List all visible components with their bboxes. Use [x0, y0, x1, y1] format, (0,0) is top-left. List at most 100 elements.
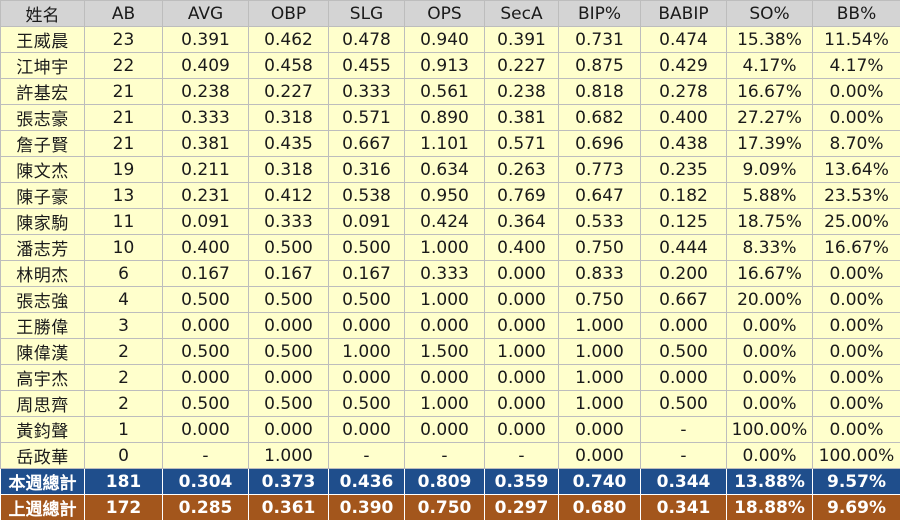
- babip-cell: 0.444: [641, 235, 727, 261]
- bb-pct-cell: 23.53%: [813, 183, 900, 209]
- total-cell-so-pct: 18.88%: [727, 495, 813, 521]
- ops-cell: 1.500: [405, 339, 485, 365]
- total-cell-ops: 0.750: [405, 495, 485, 521]
- ops-cell: 0.940: [405, 27, 485, 53]
- bip-pct-cell: 0.731: [559, 27, 641, 53]
- slg-cell: 0.571: [329, 105, 405, 131]
- babip-cell: 0.500: [641, 391, 727, 417]
- this-week-total-row: 本週總計 181 0.304 0.373 0.436 0.809 0.359 0…: [1, 469, 900, 495]
- ops-cell: 0.424: [405, 209, 485, 235]
- col-header-bip-pct[interactable]: BIP%: [559, 1, 641, 27]
- seca-cell: 0.769: [485, 183, 559, 209]
- col-header-avg[interactable]: AVG: [163, 1, 249, 27]
- ab-cell: 3: [85, 313, 163, 339]
- so-pct-cell: 15.38%: [727, 27, 813, 53]
- ops-cell: -: [405, 443, 485, 469]
- seca-cell: 0.000: [485, 261, 559, 287]
- ab-cell: 13: [85, 183, 163, 209]
- ab-cell: 21: [85, 105, 163, 131]
- so-pct-cell: 9.09%: [727, 157, 813, 183]
- so-pct-cell: 8.33%: [727, 235, 813, 261]
- so-pct-cell: 0.00%: [727, 365, 813, 391]
- ab-cell: 22: [85, 53, 163, 79]
- player-name-cell: 高宇杰: [1, 365, 85, 391]
- col-header-obp[interactable]: OBP: [249, 1, 329, 27]
- col-header-slg[interactable]: SLG: [329, 1, 405, 27]
- babip-cell: 0.278: [641, 79, 727, 105]
- slg-cell: 0.500: [329, 287, 405, 313]
- babip-cell: 0.200: [641, 261, 727, 287]
- seca-cell: 0.000: [485, 287, 559, 313]
- seca-cell: 1.000: [485, 339, 559, 365]
- avg-cell: 0.381: [163, 131, 249, 157]
- bb-pct-cell: 0.00%: [813, 391, 900, 417]
- ops-cell: 0.890: [405, 105, 485, 131]
- player-name-cell: 王勝偉: [1, 313, 85, 339]
- player-name-cell: 張志強: [1, 287, 85, 313]
- col-header-seca[interactable]: SecA: [485, 1, 559, 27]
- slg-cell: 0.455: [329, 53, 405, 79]
- total-cell-ab: 172: [85, 495, 163, 521]
- col-header-name[interactable]: 姓名: [1, 1, 85, 27]
- player-name-cell: 江坤宇: [1, 53, 85, 79]
- obp-cell: 0.458: [249, 53, 329, 79]
- col-header-ab[interactable]: AB: [85, 1, 163, 27]
- ab-cell: 4: [85, 287, 163, 313]
- ops-cell: 0.000: [405, 365, 485, 391]
- babip-cell: 0.438: [641, 131, 727, 157]
- seca-cell: 0.000: [485, 313, 559, 339]
- ab-cell: 23: [85, 27, 163, 53]
- bb-pct-cell: 11.54%: [813, 27, 900, 53]
- slg-cell: 0.316: [329, 157, 405, 183]
- col-header-bb-pct[interactable]: BB%: [813, 1, 900, 27]
- bip-pct-cell: 0.875: [559, 53, 641, 79]
- slg-cell: 0.667: [329, 131, 405, 157]
- ab-cell: 11: [85, 209, 163, 235]
- ops-cell: 0.000: [405, 313, 485, 339]
- player-name-cell: 陳偉漢: [1, 339, 85, 365]
- avg-cell: -: [163, 443, 249, 469]
- bip-pct-cell: 0.000: [559, 417, 641, 443]
- ops-cell: 1.000: [405, 287, 485, 313]
- seca-cell: 0.381: [485, 105, 559, 131]
- slg-cell: 0.500: [329, 235, 405, 261]
- bb-pct-cell: 8.70%: [813, 131, 900, 157]
- babip-cell: 0.500: [641, 339, 727, 365]
- ab-cell: 2: [85, 391, 163, 417]
- so-pct-cell: 20.00%: [727, 287, 813, 313]
- col-header-so-pct[interactable]: SO%: [727, 1, 813, 27]
- last-week-total-row: 上週總計 172 0.285 0.361 0.390 0.750 0.297 0…: [1, 495, 900, 521]
- slg-cell: 0.478: [329, 27, 405, 53]
- col-header-babip[interactable]: BABIP: [641, 1, 727, 27]
- so-pct-cell: 17.39%: [727, 131, 813, 157]
- avg-cell: 0.000: [163, 417, 249, 443]
- seca-cell: 0.227: [485, 53, 559, 79]
- player-name-cell: 王威晨: [1, 27, 85, 53]
- bip-pct-cell: 1.000: [559, 313, 641, 339]
- player-name-cell: 陳文杰: [1, 157, 85, 183]
- col-header-ops[interactable]: OPS: [405, 1, 485, 27]
- ab-cell: 21: [85, 79, 163, 105]
- bb-pct-cell: 0.00%: [813, 417, 900, 443]
- seca-cell: 0.263: [485, 157, 559, 183]
- total-cell-bip-pct: 0.740: [559, 469, 641, 495]
- babip-cell: 0.000: [641, 365, 727, 391]
- babip-cell: 0.667: [641, 287, 727, 313]
- seca-cell: 0.000: [485, 365, 559, 391]
- so-pct-cell: 0.00%: [727, 391, 813, 417]
- total-cell-slg: 0.390: [329, 495, 405, 521]
- avg-cell: 0.091: [163, 209, 249, 235]
- slg-cell: 0.000: [329, 313, 405, 339]
- so-pct-cell: 27.27%: [727, 105, 813, 131]
- ab-cell: 2: [85, 339, 163, 365]
- total-cell-bb-pct: 9.57%: [813, 469, 900, 495]
- player-name-cell: 詹子賢: [1, 131, 85, 157]
- obp-cell: 0.167: [249, 261, 329, 287]
- total-cell-babip: 0.341: [641, 495, 727, 521]
